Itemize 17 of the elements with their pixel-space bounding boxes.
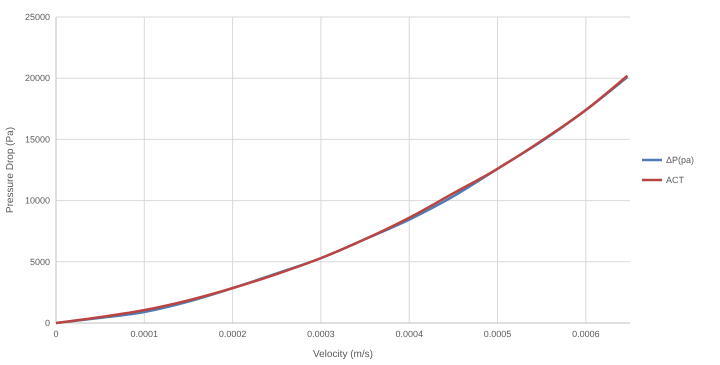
x-tick-label: 0.0005 <box>484 329 512 339</box>
x-tick-label: 0.0004 <box>395 329 423 339</box>
x-axis-title: Velocity (m/s) <box>312 349 374 360</box>
y-tick-label: 0 <box>44 318 50 328</box>
x-tick-label: 0 <box>53 329 59 339</box>
y-tick-label: 5000 <box>30 256 50 267</box>
legend-label: ΔP(pa) <box>666 155 694 165</box>
y-tick-label: 25000 <box>24 12 50 22</box>
x-tick-label: 0.0002 <box>218 329 246 339</box>
x-tick-label: 0.0003 <box>307 329 335 339</box>
y-axis-title: Pressure Drop (Pa) <box>5 126 16 214</box>
x-tick-label: 0.0006 <box>572 329 600 339</box>
y-tick-label: 10000 <box>24 196 50 206</box>
y-tick-label: 15000 <box>24 134 50 144</box>
legend-label: ACT <box>666 175 684 185</box>
y-tick-label: 20000 <box>24 73 50 84</box>
x-tick-label: 0.0001 <box>130 329 158 339</box>
